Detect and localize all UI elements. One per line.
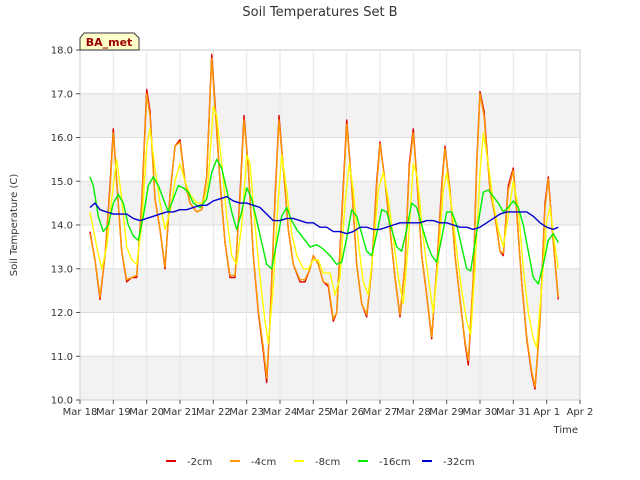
x-tick-label: Mar 18 (63, 407, 98, 418)
x-tick-label: Apr 1 (533, 407, 560, 418)
y-axis-label: Soil Temperature (C) (9, 174, 20, 277)
x-tick-label: Mar 21 (163, 407, 198, 418)
background-band (80, 137, 580, 182)
x-tick-label: Mar 30 (463, 407, 498, 418)
x-tick-label: Mar 31 (496, 407, 531, 418)
series-line-minus-16cm (89, 158, 559, 285)
legend: -2cm -4cm -8cm -16cm -32cm (166, 457, 475, 468)
y-tick-label: 14.0 (51, 221, 73, 232)
x-tick-label: Mar 20 (129, 407, 164, 418)
x-tick-label: Mar 24 (263, 407, 298, 418)
background-band (80, 93, 580, 138)
legend-label: -8cm (315, 457, 340, 468)
annotation-text: BA_met (86, 36, 133, 49)
series-lines (89, 53, 559, 390)
y-tick-label: 18.0 (51, 46, 73, 57)
legend-label: -16cm (379, 457, 411, 468)
x-tick-label: Mar 23 (229, 407, 264, 418)
x-tick-label: Mar 19 (96, 407, 131, 418)
y-axis: 10.0 11.0 12.0 13.0 14.0 15.0 16.0 17.0 18.0 (51, 46, 80, 407)
background-band (80, 312, 580, 357)
x-tick-label: Mar 22 (196, 407, 231, 418)
y-tick-label: 15.0 (51, 177, 73, 188)
legend-label: -2cm (187, 457, 212, 468)
background-band (80, 356, 580, 400)
x-tick-label: Mar 26 (329, 407, 364, 418)
annotation-box (79, 32, 140, 51)
legend-label: -4cm (251, 457, 276, 468)
y-tick-label: 11.0 (51, 352, 73, 363)
series-line-minus-32cm (89, 195, 559, 235)
y-tick-label: 13.0 (51, 264, 73, 275)
chart-title: Soil Temperatures Set B (242, 5, 397, 20)
x-tick-label: Mar 28 (396, 407, 431, 418)
x-tick-label: Mar 29 (429, 407, 464, 418)
y-tick-label: 17.0 (51, 89, 73, 100)
x-tick-label: Apr 2 (567, 407, 594, 418)
y-tick-label: 16.0 (51, 133, 73, 144)
y-tick-label: 12.0 (51, 308, 73, 319)
x-axis-label: Time (553, 425, 578, 436)
annotation-badge: BA_met (79, 32, 140, 51)
legend-label: -32cm (443, 457, 475, 468)
x-tick-label: Mar 27 (363, 407, 398, 418)
y-tick-label: 10.0 (51, 396, 73, 407)
background-band (80, 50, 580, 94)
x-tick-label: Mar 25 (296, 407, 331, 418)
